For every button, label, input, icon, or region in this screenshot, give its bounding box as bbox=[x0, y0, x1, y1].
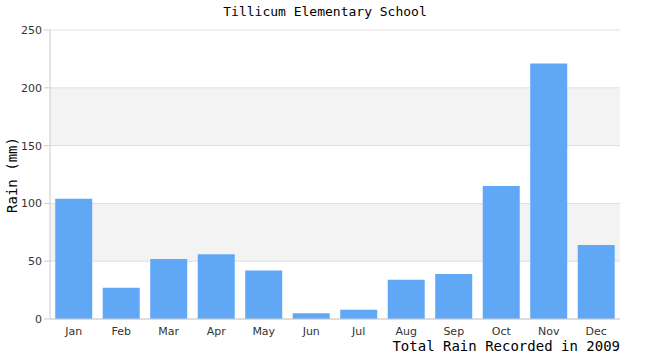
svg-text:Sep: Sep bbox=[443, 325, 464, 338]
svg-text:Jun: Jun bbox=[302, 325, 320, 338]
svg-text:Dec: Dec bbox=[586, 325, 607, 338]
html-text:Rain (mm): Rain (mm) bbox=[4, 137, 20, 213]
svg-text:Jul: Jul bbox=[351, 325, 365, 338]
svg-text:Feb: Feb bbox=[112, 325, 131, 338]
svg-text:0: 0 bbox=[35, 313, 42, 326]
html-text:Tillicum Elementary School: Tillicum Elementary School bbox=[223, 4, 427, 19]
svg-text:Oct: Oct bbox=[492, 325, 512, 338]
svg-text:May: May bbox=[252, 325, 275, 338]
svg-text:100: 100 bbox=[21, 197, 42, 210]
svg-text:250: 250 bbox=[21, 24, 42, 37]
svg-text:Mar: Mar bbox=[158, 325, 179, 338]
svg-text:Jan: Jan bbox=[64, 325, 82, 338]
html-text:Total Rain Recorded in 2009: Total Rain Recorded in 2009 bbox=[392, 338, 620, 354]
svg-text:Aug: Aug bbox=[396, 325, 417, 338]
svg-text:Apr: Apr bbox=[207, 325, 227, 338]
svg-text:150: 150 bbox=[21, 140, 42, 153]
svg-text:50: 50 bbox=[28, 255, 42, 268]
svg-text:200: 200 bbox=[21, 82, 42, 95]
svg-text:Nov: Nov bbox=[538, 325, 560, 338]
